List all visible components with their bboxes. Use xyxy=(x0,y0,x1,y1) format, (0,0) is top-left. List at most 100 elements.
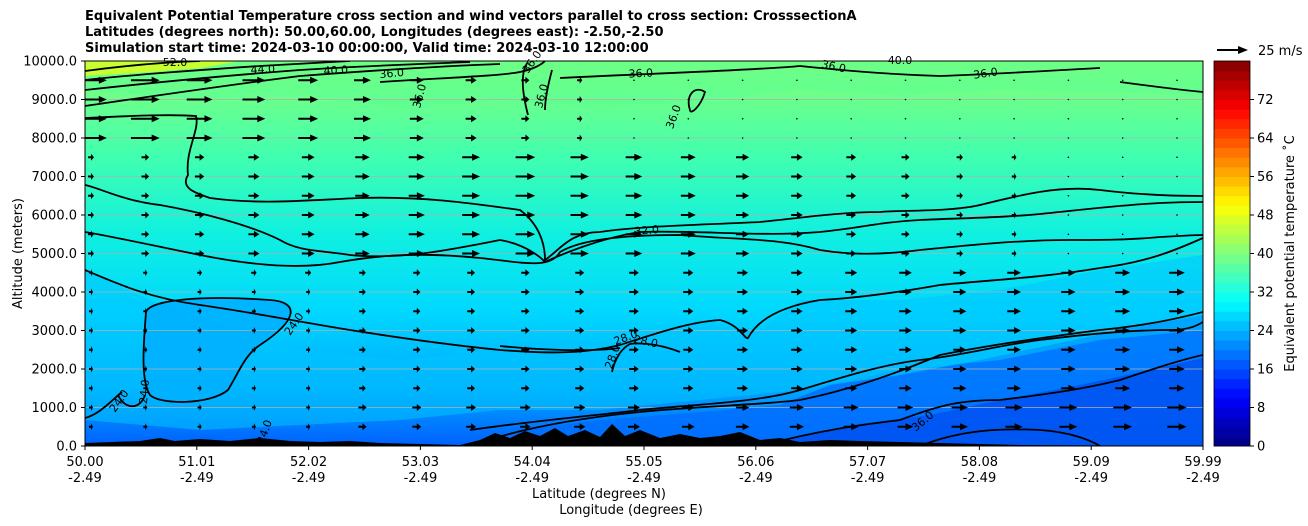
wind-vector-head xyxy=(91,269,93,277)
wind-vector-head xyxy=(416,250,425,257)
colorbar-band xyxy=(1214,301,1250,312)
wind-vector-dot xyxy=(904,98,907,101)
colorbar-tick-label: 64 xyxy=(1257,132,1274,147)
colorbar-band xyxy=(1214,263,1250,274)
contour-28-c xyxy=(499,345,621,352)
wind-vector-head xyxy=(634,153,643,161)
wind-vector-dot xyxy=(687,117,690,120)
contour-label: 36.0 xyxy=(410,83,429,110)
contour-20 xyxy=(469,321,1203,431)
chart-title-line-1: Equivalent Potential Temperature cross s… xyxy=(85,9,857,24)
wind-vector-head xyxy=(98,76,107,84)
wind-vector-head xyxy=(742,384,748,392)
wind-vector-head xyxy=(525,96,530,103)
wind-vector-head xyxy=(579,96,583,103)
wind-vector-head xyxy=(796,250,803,257)
wind-vector-head xyxy=(851,192,857,200)
wind-vector-head xyxy=(634,365,639,373)
y-tick-label: 0.0 xyxy=(56,440,77,455)
wind-vector-head xyxy=(1014,250,1017,257)
wind-vector-head xyxy=(253,384,256,392)
wind-vector-head xyxy=(1122,288,1131,296)
colorbar-band xyxy=(1214,292,1250,303)
wind-vector-head xyxy=(98,96,107,103)
wind-vector-head xyxy=(742,423,750,431)
colorbar-band xyxy=(1214,397,1250,408)
wind-vector-head xyxy=(362,153,370,161)
colorbar-band xyxy=(1214,359,1250,370)
wind-vector-head xyxy=(905,288,912,296)
x-tick-label-lat: 57.07 xyxy=(849,455,886,470)
wind-vector-dot xyxy=(1176,117,1178,120)
wind-vector-head xyxy=(471,76,477,84)
wind-vector-head xyxy=(1014,307,1021,315)
wind-vector-head xyxy=(253,173,260,180)
wind-vector-dot xyxy=(1067,233,1070,236)
colorbar-band xyxy=(1214,224,1250,235)
wind-vector-dot xyxy=(741,79,744,82)
wind-vector-head xyxy=(1014,230,1017,238)
x-tick-label-lon: -2.49 xyxy=(404,471,438,486)
wind-vector-head xyxy=(253,404,256,411)
wind-vector-head xyxy=(416,384,421,392)
wind-vector-head xyxy=(472,173,481,180)
wind-vector-head xyxy=(416,76,424,84)
wind-vector-dot xyxy=(687,79,690,82)
wind-vector-dot xyxy=(1176,194,1178,197)
wind-vector-head xyxy=(253,327,256,334)
wind-vector-head xyxy=(145,346,148,354)
wind-vector-head xyxy=(851,423,859,431)
wind-vector-head xyxy=(362,346,366,354)
wind-vector-dot xyxy=(633,79,635,82)
contour-label: 32.0 xyxy=(634,223,660,238)
wind-vector-dot xyxy=(633,98,635,101)
wind-vector-head xyxy=(416,211,425,219)
wind-vector-head xyxy=(796,384,803,392)
wind-vector-head xyxy=(1124,423,1133,431)
wind-vector-head xyxy=(525,307,530,315)
contour-label: 36.0 xyxy=(820,58,847,76)
x-tick-label-lat: 54.04 xyxy=(514,455,551,470)
contour-label: 36.0 xyxy=(532,83,551,110)
colorbar-band xyxy=(1214,407,1250,418)
wind-vector-head xyxy=(1177,288,1185,296)
wind-vector-dot xyxy=(850,117,852,120)
colorbar-band xyxy=(1214,215,1250,226)
wind-vector-dot xyxy=(1067,137,1070,139)
colorbar-band xyxy=(1214,272,1250,283)
wind-vector-head xyxy=(145,211,150,219)
wind-vector-head xyxy=(310,96,319,103)
wind-vector-head xyxy=(471,307,475,315)
wind-vector-head xyxy=(1178,423,1187,431)
wind-vector-head xyxy=(527,192,536,200)
contour-lines xyxy=(85,61,1203,446)
contour-28-b xyxy=(611,342,681,373)
wind-vector-head xyxy=(199,307,202,315)
wind-vector-dot xyxy=(1067,117,1070,120)
wind-vector-head xyxy=(959,153,963,161)
wind-vector-dot xyxy=(904,117,907,120)
wind-vector-head xyxy=(905,211,910,219)
band-blob-24 xyxy=(143,298,291,402)
wind-vector-head xyxy=(579,288,585,296)
y-tick-label: 10000.0 xyxy=(23,55,77,70)
wind-vector-head xyxy=(91,250,94,257)
colorbar-band xyxy=(1214,253,1250,264)
wind-vector-head xyxy=(796,346,803,354)
wind-vector-head xyxy=(796,327,803,334)
wind-vector-head xyxy=(579,327,585,334)
colorbar-band xyxy=(1214,436,1250,447)
wind-vector-dot xyxy=(850,137,852,139)
wind-vector-head xyxy=(362,173,370,180)
wind-vector-head xyxy=(472,211,481,219)
wind-vector-head xyxy=(362,96,371,103)
colorbar-band xyxy=(1214,89,1250,100)
wind-vector-head xyxy=(1069,404,1078,411)
wind-vector-dot xyxy=(1176,175,1178,178)
wind-vector-head xyxy=(416,230,425,238)
colorbar-band xyxy=(1214,340,1250,351)
wind-vector-head xyxy=(851,211,857,219)
wind-vector-head xyxy=(416,423,422,431)
wind-vector-head xyxy=(308,230,315,238)
wind-vector-head xyxy=(688,327,694,334)
